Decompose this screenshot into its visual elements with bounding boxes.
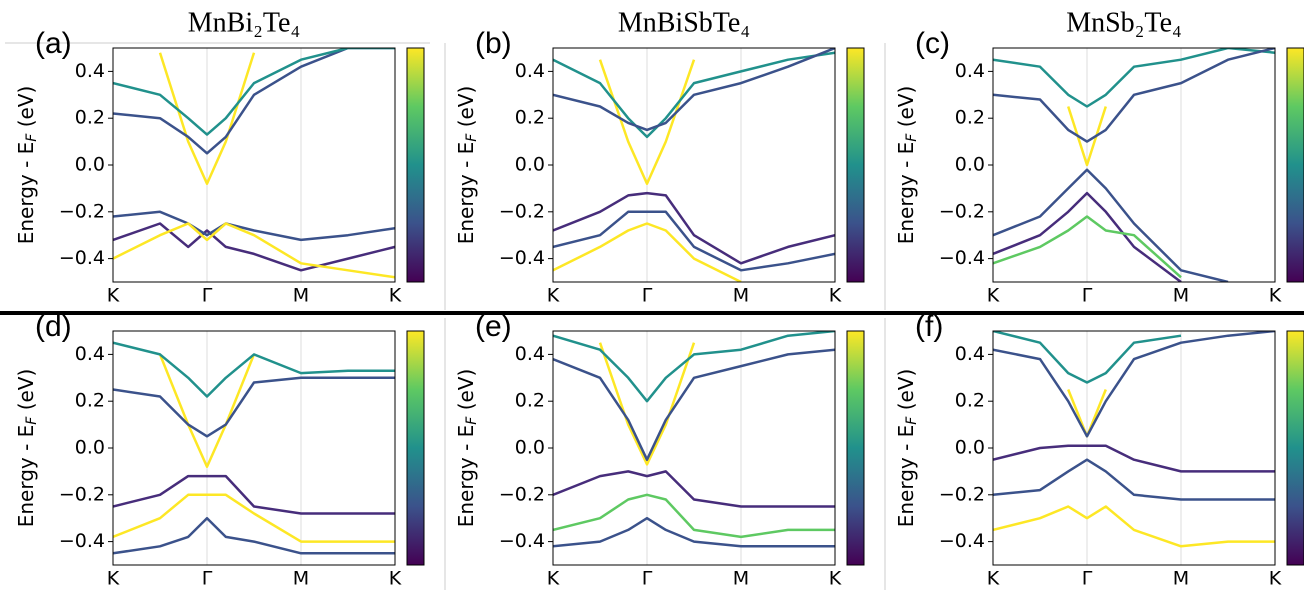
y-axis-label-end: (eV) [14,369,38,417]
y-axis-label-end: (eV) [894,369,918,417]
x-tick-label: K [987,285,1000,307]
y-tick-label: −0.2 [499,483,545,505]
y-axis-label-main: Energy - E [454,425,478,528]
y-tick-label: −0.2 [59,483,105,505]
panel: KΓMK−0.4−0.20.00.20.4(f)Energy - EF (eV) [894,310,1304,590]
colorbar [407,48,424,282]
y-axis-label: Energy - EF (eV) [454,369,481,528]
y-tick-label: 0.2 [955,107,985,129]
x-tick-label: M [293,285,309,307]
x-tick-label: K [107,568,120,590]
y-axis-label-end: (eV) [454,86,478,134]
y-tick-label: 0.2 [515,107,545,129]
y-tick-label: 0.0 [75,437,105,459]
y-tick-label: −0.4 [59,530,105,552]
y-tick-label: −0.2 [939,483,985,505]
x-tick-label: M [293,568,309,590]
y-axis-label: Energy - EF (eV) [894,369,921,528]
y-tick-label: −0.2 [939,200,985,222]
x-tick-label: K [1269,568,1282,590]
panel: KΓMK−0.4−0.20.00.20.4(d)Energy - EF (eV) [14,310,425,590]
x-tick-label: Γ [202,285,213,307]
x-tick-label: M [733,568,749,590]
y-axis-label-main: Energy - E [894,425,918,528]
y-axis-label: Energy - EF (eV) [894,86,921,245]
panel-label: (d) [35,310,72,343]
x-tick-label: M [1173,285,1189,307]
chart-title: MnBi₂Te₄ [188,7,300,38]
y-tick-label: 0.2 [955,390,985,412]
x-tick-label: Γ [642,568,653,590]
x-tick-label: M [733,285,749,307]
x-tick-label: K [389,285,402,307]
y-tick-label: −0.2 [499,200,545,222]
y-tick-label: 0.0 [515,154,545,176]
x-tick-label: K [389,568,402,590]
y-tick-label: 0.4 [515,343,545,365]
y-axis-label-end: (eV) [454,369,478,417]
x-tick-label: K [107,285,120,307]
chart-title: MnSb₂Te₄ [1066,7,1182,38]
y-axis-label-main: Energy - E [894,142,918,245]
colorbar [407,331,424,565]
y-tick-label: 0.0 [515,437,545,459]
y-tick-label: 0.4 [75,343,105,365]
x-tick-label: Γ [202,568,213,590]
y-tick-label: −0.4 [499,530,545,552]
y-axis-label: Energy - EF (eV) [454,86,481,245]
x-tick-label: Γ [642,285,653,307]
y-tick-label: 0.0 [75,154,105,176]
y-tick-label: 0.4 [955,343,985,365]
colorbar [1287,331,1304,565]
y-tick-label: −0.4 [499,247,545,269]
y-tick-label: −0.4 [59,247,105,269]
x-tick-label: Γ [1082,285,1093,307]
panel: KΓMK−0.4−0.20.00.20.4(a)MnBi₂Te₄Energy -… [14,7,425,306]
panel-label: (f) [915,310,943,343]
panel-label: (a) [35,27,72,60]
y-tick-label: 0.4 [955,60,985,82]
figure: KΓMK−0.4−0.20.00.20.4(a)MnBi₂Te₄Energy -… [0,0,1304,593]
y-axis-label-main: Energy - E [454,142,478,245]
panel-label: (e) [475,310,512,343]
colorbar [847,331,864,565]
y-tick-label: 0.0 [955,437,985,459]
x-tick-label: K [547,285,560,307]
x-tick-label: M [1173,568,1189,590]
y-tick-label: 0.2 [75,107,105,129]
y-axis-label-end: (eV) [14,86,38,134]
panel-label: (c) [915,27,950,60]
colorbar [847,48,864,282]
y-tick-label: −0.2 [59,200,105,222]
x-tick-label: K [829,285,842,307]
y-tick-label: 0.4 [515,60,545,82]
y-axis-label: Energy - EF (eV) [14,86,41,245]
y-axis-label-main: Energy - E [14,425,38,528]
x-tick-label: K [547,568,560,590]
y-axis-label: Energy - EF (eV) [14,369,41,528]
x-tick-label: K [829,568,842,590]
y-tick-label: 0.4 [75,60,105,82]
y-axis-label-main: Energy - E [14,142,38,245]
y-tick-label: −0.4 [939,530,985,552]
chart-title: MnBiSbTe₄ [618,7,750,38]
y-tick-label: 0.2 [515,390,545,412]
y-tick-label: −0.4 [939,247,985,269]
x-tick-label: K [987,568,1000,590]
y-axis-label-end: (eV) [894,86,918,134]
x-tick-label: K [1269,285,1282,307]
colorbar [1287,48,1304,282]
panel-label: (b) [475,27,512,60]
panel: KΓMK−0.4−0.20.00.20.4(b)MnBiSbTe₄Energy … [454,7,865,306]
y-tick-label: 0.0 [955,154,985,176]
x-tick-label: Γ [1082,568,1093,590]
plot-area [113,331,395,565]
y-tick-label: 0.2 [75,390,105,412]
